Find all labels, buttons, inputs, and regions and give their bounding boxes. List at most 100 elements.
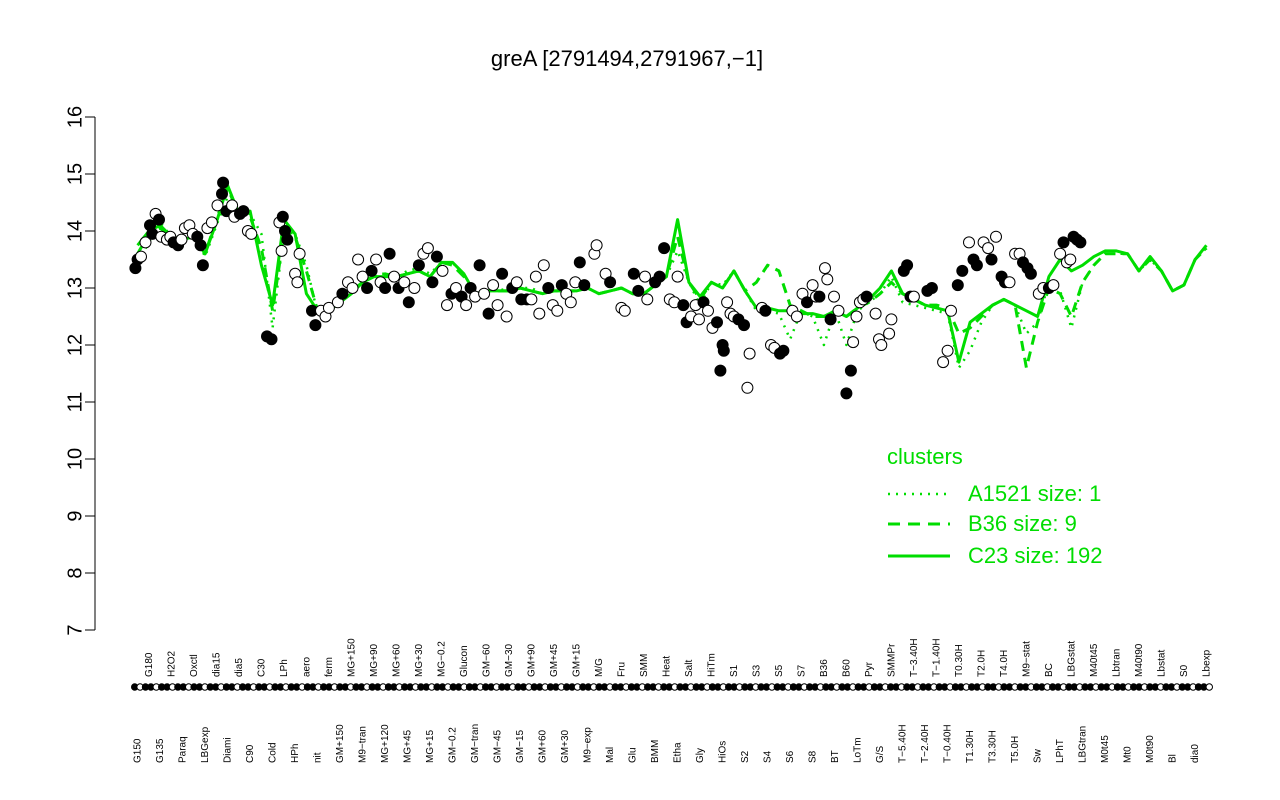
x-tick-label: B36 [819,659,830,677]
data-point [139,236,152,249]
x-tick-label: GM+30 [560,729,571,763]
data-point [941,344,954,357]
x-tick-label: GM−60 [481,643,492,677]
x-tick-label: M40t45 [1089,643,1100,677]
x-tick-label: GM−tran [470,724,481,763]
y-tick-label: 10 [64,448,86,470]
x-tick-label: M0t45 [1100,735,1111,763]
y-axis: 7 8 9 10 11 12 13 14 15 16 [64,106,96,636]
data-point [533,307,546,320]
data-point [370,253,383,266]
x-tick-label: T−2.40H [920,724,931,763]
data-point [578,279,591,292]
x-tick-label: S6 [785,750,796,763]
data-point [500,310,513,323]
y-tick-label: 7 [64,624,86,635]
x-tick-label: Salt [684,660,695,677]
x-tick-label: GM−0.2 [448,727,459,763]
x-tick-label: MG+90 [369,643,380,677]
x-tick-label: SMMPr [886,643,897,677]
data-point [430,250,443,263]
x-tick-label: Oxctl [189,654,200,677]
x-tick-label: LBGtran [1078,726,1089,763]
data-point [205,216,218,229]
data-point [806,279,819,292]
data-point [641,293,654,306]
data-point [721,296,734,309]
data-point [346,282,359,294]
legend: clusters A1521 size: 1 B36 size: 9 C23 s… [887,444,1103,568]
data-point [875,339,888,351]
y-tick-label: 9 [64,510,86,521]
data-point [436,264,449,277]
data-point [828,290,840,303]
legend-title: clusters [887,444,963,469]
data-point [714,364,727,377]
data-point [379,282,392,294]
data-point [824,313,837,326]
data-point [426,276,439,289]
data-point [840,387,853,400]
x-tick-label: Fru [616,662,627,677]
data-point [1057,236,1070,249]
x-tick-label: Mt0 [1123,746,1134,763]
x-tick-label: BT [830,750,841,763]
data-point [956,264,969,277]
data-point [717,344,730,357]
x-tick-label: nit [313,752,324,763]
x-tick-label: GM+90 [526,643,537,677]
x-tick-label: HiOs [718,741,729,763]
x-tick-label: M40t90 [1134,643,1145,677]
x-tick-label: GM+60 [538,729,549,763]
x-tick-label: MG+30 [414,643,425,677]
data-point [627,267,640,280]
data-point [801,296,813,309]
data-point [741,381,754,394]
x-tick-label: GM−15 [515,729,526,763]
data-point [759,304,772,317]
x-tick-label: G/S [875,745,886,763]
x-tick-label: LPhT [1055,739,1066,763]
data-point [885,313,898,326]
data-point [907,290,920,303]
data-point [671,270,684,283]
x-tick-label: T1.30H [965,730,976,763]
x-tick-label: S5 [774,664,785,677]
data-point [542,282,555,294]
x-tick-label: G150 [133,738,144,763]
data-point [529,270,542,283]
data-point [844,364,857,377]
y-tick-label: 16 [64,106,86,128]
data-point [777,344,790,357]
data-point [711,316,723,329]
data-point [402,296,415,309]
x-tick-label: S8 [808,750,819,763]
x-axis: G150 G180 G135 H2O2 Paraq Oxctl LBGexp dia15 Dia… [131,638,1214,763]
data-point [821,273,834,286]
data-point [925,282,938,294]
x-tick-label: S7 [796,664,807,677]
x-tick-label: LBGexp [200,726,211,763]
data-point [819,262,831,275]
data-point [537,259,550,272]
data-point [1054,247,1067,260]
data-point [245,227,258,240]
data-point [1047,279,1060,292]
x-tick-label: MG+45 [403,729,414,763]
x-tick-label: MG+150 [346,638,357,677]
series-line-dashed [136,186,1208,370]
data-point [276,210,289,223]
data-point [478,287,491,300]
x-tick-label: G180 [144,652,155,677]
data-point [790,310,803,323]
x-tick-label: Etha [673,742,684,763]
x-tick-label: MG+15 [425,729,436,763]
x-tick-label: LoTm [853,737,864,763]
x-tick-label: BMM [650,740,661,763]
data-point [322,301,335,314]
x-tick-label: GM−30 [504,643,515,677]
x-tick-label: SMM [639,654,650,677]
x-tick-label: MG+60 [391,643,402,677]
data-point [412,259,425,272]
y-tick-label: 15 [64,163,86,185]
